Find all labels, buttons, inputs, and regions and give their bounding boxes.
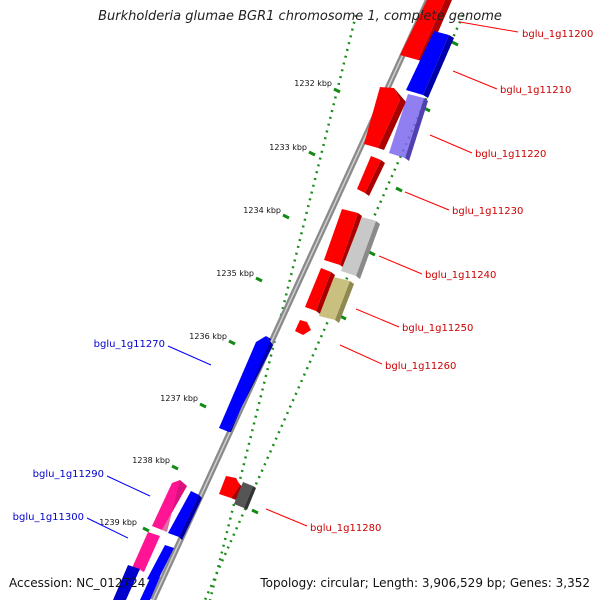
inner-dotted-ring xyxy=(208,14,358,600)
gene-feature-bglu-1g11310[interactable] xyxy=(113,565,146,600)
tick-label: 1239 kbp xyxy=(99,518,137,527)
tick-label: 1234 kbp xyxy=(243,206,281,215)
label-connector xyxy=(452,70,498,90)
label-connector xyxy=(339,344,383,365)
label-connector xyxy=(459,21,519,33)
gene-feature-bglu-1g11215[interactable] xyxy=(364,87,406,150)
gene-feature-bglu-1g11230[interactable] xyxy=(357,156,385,196)
gene-feature-bglu-1g11235[interactable] xyxy=(324,209,362,268)
tick-marks xyxy=(142,87,341,533)
topology-label: Topology: circular; Length: 3,906,529 bp… xyxy=(260,576,590,590)
gene-feature-bglu-1g11295[interactable] xyxy=(168,491,202,540)
label-connector xyxy=(429,134,473,154)
gene-label-bglu-1g11290[interactable]: bglu_1g11290 xyxy=(33,469,104,480)
tick-label: 1236 kbp xyxy=(189,332,227,341)
gene-feature-bglu-1g11245[interactable] xyxy=(305,268,335,314)
gene-feature-bglu-1g11210[interactable] xyxy=(406,31,454,98)
label-connector xyxy=(378,255,423,275)
tick-label: 1232 kbp xyxy=(294,79,332,88)
gene-feature-bglu-1g11220[interactable] xyxy=(389,94,428,161)
gene-label-bglu-1g11220[interactable]: bglu_1g11220 xyxy=(475,149,546,160)
label-connector xyxy=(86,517,129,539)
gene-feature-bglu-1g11200[interactable] xyxy=(400,0,452,62)
gene-label-bglu-1g11200[interactable]: bglu_1g11200 xyxy=(522,29,593,40)
gene-feature-bglu-1g11290[interactable] xyxy=(152,480,187,532)
gene-feature-bglu-1g11300[interactable] xyxy=(132,532,160,572)
gene-feature-bglu-1g11315[interactable] xyxy=(140,574,160,600)
gene-feature-bglu-1g11270[interactable] xyxy=(219,336,273,432)
tick-label: 1233 kbp xyxy=(269,143,307,152)
gene-label-bglu-1g11270[interactable]: bglu_1g11270 xyxy=(94,339,165,350)
gene-label-bglu-1g11280[interactable]: bglu_1g11280 xyxy=(310,523,381,534)
gene-feature-bglu-1g11305[interactable] xyxy=(147,545,174,582)
gene-feature-bglu-1g11250[interactable] xyxy=(319,277,354,323)
gene-label-bglu-1g11240[interactable]: bglu_1g11240 xyxy=(425,270,496,281)
gene-label-bglu-1g11300[interactable]: bglu_1g11300 xyxy=(13,512,84,523)
gene-feature-bglu-1g11240[interactable] xyxy=(341,217,380,279)
label-connector xyxy=(404,191,450,211)
label-connector xyxy=(167,345,212,366)
gene-feature-bglu-1g11260[interactable] xyxy=(295,320,311,335)
gene-feature-bglu-1g11285[interactable] xyxy=(234,482,256,510)
gene-label-bglu-1g11260[interactable]: bglu_1g11260 xyxy=(385,361,456,372)
tick-label: 1238 kbp xyxy=(132,456,170,465)
gene-label-bglu-1g11230[interactable]: bglu_1g11230 xyxy=(452,206,523,217)
accession-label: Accession: NC_012724 xyxy=(9,576,146,590)
map-title: Burkholderia glumae BGR1 chromosome 1, c… xyxy=(98,9,502,24)
label-connector xyxy=(355,308,400,328)
gene-label-bglu-1g11210[interactable]: bglu_1g11210 xyxy=(500,85,571,96)
label-connector xyxy=(106,475,151,497)
tick-label: 1235 kbp xyxy=(216,269,254,278)
tick-label: 1237 kbp xyxy=(160,394,198,403)
gene-label-bglu-1g11250[interactable]: bglu_1g11250 xyxy=(402,323,473,334)
label-connector xyxy=(265,508,308,527)
